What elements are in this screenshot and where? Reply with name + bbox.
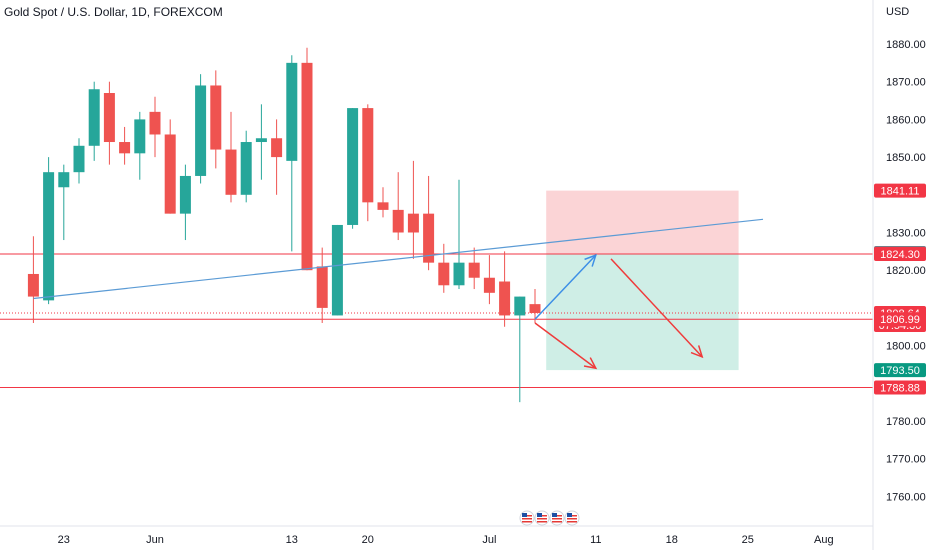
price-tick-label: 1800.00 (886, 341, 926, 353)
trendline-layer[interactable] (33, 218, 764, 300)
candle-body[interactable] (347, 108, 359, 225)
arrows[interactable] (534, 253, 704, 370)
candle-body[interactable] (195, 85, 207, 176)
candle-body[interactable] (210, 85, 222, 150)
arrow-shaft[interactable] (534, 322, 597, 369)
candle-body[interactable] (468, 262, 480, 278)
candle-body[interactable] (407, 213, 419, 233)
candle-body[interactable] (240, 142, 252, 195)
price-tick-label: 1830.00 (886, 228, 926, 240)
price-tick-label: 1850.00 (886, 152, 926, 164)
time-tick-label: Jul (482, 534, 496, 546)
price-tag (874, 363, 926, 378)
arrow-shaft[interactable] (534, 254, 597, 320)
candle-body[interactable] (316, 266, 328, 308)
price-tick-label: 1860.00 (886, 114, 926, 126)
candle-body[interactable] (377, 202, 389, 210)
event-icons[interactable] (519, 510, 580, 526)
candle-body[interactable] (514, 296, 526, 316)
time-axis[interactable]: 23 Jun 13 20 Jul 11 18 25 Aug (58, 534, 834, 546)
price-tag (874, 380, 926, 395)
candle-body[interactable] (119, 142, 131, 154)
us-flag-icon[interactable] (519, 510, 535, 526)
arrow-head (583, 357, 598, 370)
horizontal-levels[interactable] (0, 253, 873, 389)
position-zones[interactable] (546, 190, 739, 371)
price-tag-label: 1788.88 (880, 383, 920, 395)
price-tick-label: 1880.00 (886, 39, 926, 51)
arrow-head (584, 253, 597, 267)
price-tick-label: 1760.00 (886, 491, 926, 503)
candle-body[interactable] (438, 262, 450, 286)
candle-body[interactable] (179, 175, 191, 214)
candle-body[interactable] (58, 172, 70, 188)
candles[interactable] (27, 47, 541, 403)
candle-body[interactable] (483, 277, 495, 293)
stop-loss-zone[interactable] (546, 190, 739, 254)
candle-body[interactable] (392, 209, 404, 233)
candle-body[interactable] (103, 93, 115, 143)
currency-label: USD (886, 6, 909, 18)
candle-body[interactable] (301, 62, 313, 271)
price-tick-label: 1870.00 (886, 77, 926, 89)
candle-body[interactable] (529, 304, 541, 314)
candle-body[interactable] (271, 138, 283, 158)
price-tick-label: 1780.00 (886, 416, 926, 428)
time-tick-label: Jun (146, 534, 164, 546)
price-axis[interactable]: USD 1880.00 1870.00 1860.00 1850.00 1830.00 1… (886, 6, 926, 503)
us-flag-icon[interactable] (534, 510, 550, 526)
price-tag-label: 1793.50 (880, 365, 920, 377)
candle-body[interactable] (43, 172, 55, 301)
time-tick-label: 11 (590, 534, 601, 546)
candle-body[interactable] (286, 62, 298, 161)
arrow-shaft[interactable] (610, 258, 703, 358)
us-flag-icon[interactable] (549, 510, 565, 526)
candle-body[interactable] (149, 111, 161, 135)
time-tick-label: 13 (286, 534, 298, 546)
candle-body[interactable] (362, 108, 374, 203)
candle-body[interactable] (331, 224, 343, 316)
price-tag (874, 312, 926, 327)
candle-body[interactable] (164, 134, 176, 214)
candle-body[interactable] (225, 149, 237, 195)
price-tick-label: 1820.00 (886, 265, 926, 277)
trendline[interactable] (33, 218, 764, 300)
candle-body[interactable] (255, 138, 267, 143)
time-tick-label: 23 (58, 534, 70, 546)
chart-title: Gold Spot / U.S. Dollar, 1D, FOREXCOM (4, 5, 223, 19)
candle-body[interactable] (73, 145, 85, 173)
candle-body[interactable] (423, 213, 435, 263)
us-flag-icon[interactable] (564, 510, 580, 526)
price-tags: 1841.111824.551824.301808.6407:54:301806… (874, 183, 926, 395)
candle-body[interactable] (88, 89, 100, 146)
price-tag-label: 1824.30 (880, 249, 920, 261)
price-tag-label: 1841.11 (881, 186, 920, 198)
candle-body[interactable] (499, 281, 511, 316)
time-tick-label: 20 (362, 534, 374, 546)
time-tick-label: 18 (666, 534, 678, 546)
candle-body[interactable] (453, 262, 465, 286)
candle-body[interactable] (27, 273, 39, 297)
time-tick-label: 25 (742, 534, 754, 546)
price-tag (874, 183, 926, 198)
arrow-head (690, 345, 704, 359)
price-tag (874, 246, 926, 261)
time-tick-label: Aug (814, 534, 834, 546)
price-tag-label: 1806.99 (880, 314, 920, 326)
price-tick-label: 1770.00 (886, 454, 926, 466)
candle-body[interactable] (134, 119, 146, 154)
